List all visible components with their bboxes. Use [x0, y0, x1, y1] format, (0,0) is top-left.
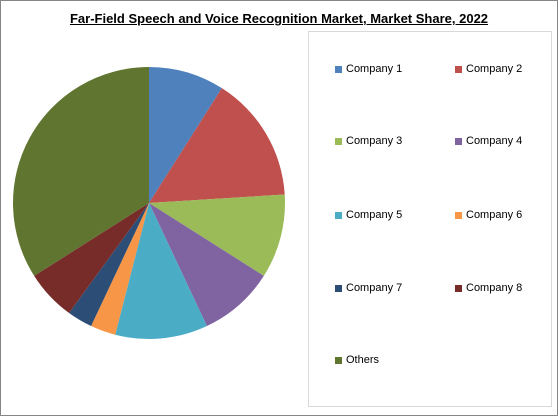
pie-slice-company-5 — [115, 203, 207, 339]
legend-item: Company 4 — [455, 135, 522, 147]
legend-item: Company 6 — [455, 209, 522, 221]
pie-slice-company-2 — [149, 88, 285, 203]
legend-swatch-icon — [335, 65, 342, 73]
pie-slice-company-6 — [91, 203, 149, 335]
legend-swatch-icon — [335, 356, 342, 364]
legend-label: Company 6 — [466, 209, 523, 221]
legend-item: Company 2 — [455, 63, 522, 75]
pie-slice-company-4 — [149, 203, 264, 327]
chart-title: Far-Field Speech and Voice Recognition M… — [69, 11, 489, 26]
pie-slice-company-3 — [149, 194, 285, 276]
legend-label: Company 2 — [466, 63, 523, 75]
legend-item: Company 3 — [335, 135, 402, 147]
pie-slice-others — [13, 67, 150, 276]
legend-label: Company 8 — [466, 282, 523, 294]
legend-swatch-icon — [335, 211, 342, 219]
legend-item: Company 8 — [455, 282, 522, 294]
legend-item: Company 7 — [335, 282, 402, 294]
legend-swatch-icon — [455, 137, 462, 145]
pie-chart — [13, 67, 285, 339]
legend-swatch-icon — [335, 284, 342, 292]
pie-slice-company-1 — [149, 67, 222, 203]
pie-chart-area — [11, 65, 287, 341]
legend-label: Company 4 — [466, 135, 523, 147]
pie-slice-company-7 — [69, 203, 149, 327]
legend-swatch-icon — [455, 284, 462, 292]
legend-label: Company 5 — [346, 209, 403, 221]
legend-swatch-icon — [335, 137, 342, 145]
legend-item: Others — [335, 354, 379, 366]
legend-item: Company 1 — [335, 63, 402, 75]
pie-slice-company-8 — [34, 203, 149, 314]
legend-label: Company 3 — [346, 135, 403, 147]
legend-swatch-icon — [455, 65, 462, 73]
legend-label: Others — [346, 354, 380, 366]
legend-label: Company 1 — [346, 63, 403, 75]
legend-label: Company 7 — [346, 282, 403, 294]
legend-swatch-icon — [455, 211, 462, 219]
legend: Company 1 Company 2 Company 3 Company 4 … — [308, 31, 552, 407]
legend-item: Company 5 — [335, 209, 402, 221]
